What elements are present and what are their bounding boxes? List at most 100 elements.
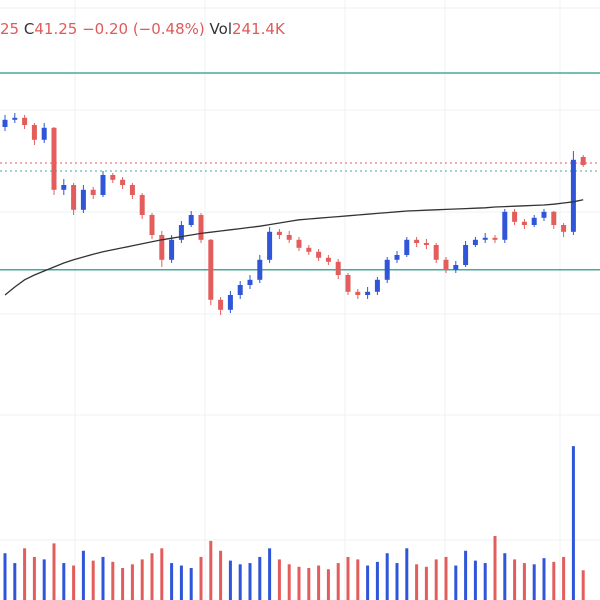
candle-body bbox=[365, 291, 371, 295]
candle-body bbox=[355, 291, 361, 295]
candle-body bbox=[306, 247, 312, 252]
candle-body bbox=[423, 243, 429, 245]
candle-body bbox=[404, 239, 410, 255]
candle-body bbox=[208, 239, 214, 300]
candle-body bbox=[512, 211, 518, 222]
volume-bar bbox=[150, 553, 154, 600]
candle-body bbox=[414, 239, 420, 243]
volume-bar bbox=[562, 556, 566, 600]
candle-body bbox=[90, 189, 96, 195]
volume-bar bbox=[248, 563, 252, 600]
candle-body bbox=[296, 239, 302, 248]
candle-body bbox=[276, 231, 282, 235]
volume-bar bbox=[307, 568, 311, 600]
volume-bar bbox=[3, 553, 7, 600]
candle-body bbox=[12, 117, 18, 120]
volume-bar bbox=[581, 570, 585, 600]
candle-body bbox=[110, 175, 116, 180]
candle-body bbox=[531, 217, 537, 225]
candle-body bbox=[492, 237, 498, 240]
candle-body bbox=[433, 245, 439, 260]
candle-body bbox=[61, 185, 67, 190]
candle-body bbox=[178, 225, 184, 240]
volume-bar bbox=[464, 550, 468, 600]
candle-body bbox=[502, 211, 508, 240]
change: −0.20 (−0.48%) bbox=[82, 20, 205, 38]
volume-bar bbox=[356, 559, 360, 600]
candle-body bbox=[561, 225, 567, 232]
volume-bar bbox=[101, 556, 105, 600]
candle-body bbox=[570, 159, 576, 232]
close-label: C bbox=[23, 20, 35, 38]
volume-bar bbox=[111, 561, 115, 600]
volume-bar bbox=[228, 560, 232, 600]
candle-body bbox=[325, 257, 331, 262]
candle-body bbox=[335, 261, 341, 275]
volume-bar bbox=[366, 565, 370, 600]
volume-bar bbox=[72, 565, 76, 600]
volume-bar bbox=[346, 556, 350, 600]
candle-body bbox=[198, 215, 204, 240]
volume-bar bbox=[209, 540, 213, 600]
moving-average bbox=[4, 199, 584, 296]
ohlc-header: 25 C41.25 −0.20 (−0.48%) Vol241.4K bbox=[0, 20, 285, 38]
candle-body bbox=[345, 275, 351, 292]
volume-bar bbox=[189, 568, 193, 600]
candle-body bbox=[149, 215, 155, 235]
volume-bar bbox=[277, 559, 281, 600]
volume-bar bbox=[513, 559, 517, 600]
volume-bar bbox=[454, 565, 458, 600]
volume-bar bbox=[532, 564, 536, 600]
volume-bar bbox=[140, 559, 144, 600]
volume-bar bbox=[62, 563, 66, 600]
volume-bar bbox=[424, 566, 428, 600]
volume-bar bbox=[542, 558, 546, 600]
candle-body bbox=[521, 221, 527, 225]
candle-body bbox=[394, 255, 400, 260]
volume-bar bbox=[552, 561, 556, 600]
volume-bar bbox=[91, 560, 95, 600]
candle-body bbox=[237, 285, 243, 295]
volume-bar bbox=[317, 565, 321, 600]
candle-body bbox=[463, 245, 469, 265]
candle-body bbox=[120, 179, 126, 185]
candle-body bbox=[139, 195, 145, 215]
candle-body bbox=[551, 211, 557, 225]
volume-bar bbox=[13, 563, 17, 600]
volume-bar bbox=[219, 550, 223, 600]
candle-body bbox=[267, 231, 273, 260]
candle-body bbox=[22, 117, 28, 125]
candle-body bbox=[159, 235, 165, 260]
volume-bar bbox=[395, 563, 399, 600]
candle-body bbox=[227, 295, 233, 310]
volume-label: Vol bbox=[209, 20, 232, 38]
volume-bar bbox=[170, 563, 174, 600]
candle-body bbox=[71, 185, 77, 210]
candle-body bbox=[100, 175, 106, 195]
candle-body bbox=[541, 211, 547, 218]
volume-bar bbox=[297, 566, 301, 600]
candle-body bbox=[218, 299, 224, 310]
volume-bar bbox=[415, 564, 419, 600]
candle-body bbox=[188, 215, 194, 225]
candle-body bbox=[257, 259, 263, 280]
volume-bar bbox=[336, 563, 340, 600]
volume-bar bbox=[199, 556, 203, 600]
volume-bar bbox=[571, 446, 575, 600]
candle-body bbox=[129, 185, 135, 195]
candle-body bbox=[247, 279, 253, 285]
volume-bar bbox=[405, 548, 409, 600]
candle-body bbox=[31, 125, 37, 140]
volume-bar bbox=[483, 563, 487, 600]
candle-body bbox=[453, 265, 459, 270]
candle-body bbox=[472, 239, 478, 245]
volume-bar bbox=[238, 564, 242, 600]
candle-body bbox=[580, 157, 586, 165]
volume-bar bbox=[179, 565, 183, 600]
candle-body bbox=[41, 127, 47, 140]
candle-body bbox=[51, 127, 57, 190]
volume-bar bbox=[23, 548, 27, 600]
